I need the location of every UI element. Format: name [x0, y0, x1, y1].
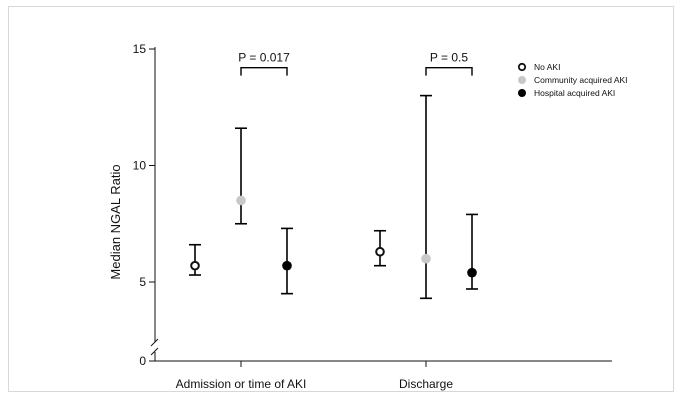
legend-label-0: No AKI [534, 62, 560, 72]
legend-label-2: Hospital acquired AKI [534, 88, 615, 98]
point-1-0 [236, 195, 246, 206]
p-value-label-0: P = 0.017 [238, 51, 290, 65]
y-tick-label-15: 15 [133, 42, 147, 56]
y-tick-label-10: 10 [133, 159, 147, 173]
marks: P = 0.017 P = 0.5 [189, 51, 478, 300]
y-tick-label-5: 5 [139, 275, 146, 289]
y-axis-label: Median NGAL Ratio [108, 164, 123, 279]
legend-marker-0 [517, 62, 527, 72]
x-category-label-0: Admission or time of AKI [176, 377, 307, 391]
legend: No AKI Community acquired AKI Hospital acq… [517, 62, 628, 98]
point-1-1 [421, 253, 431, 264]
x-category-label-1: Discharge [399, 377, 453, 391]
chart-frame [8, 6, 674, 392]
point-0-1 [375, 246, 385, 257]
axes: 0 5 10 15 Admission or time of AKI Discharge [133, 42, 612, 391]
legend-marker-2 [518, 89, 526, 97]
legend-marker-1 [518, 76, 526, 84]
p-bracket-1 [425, 66, 473, 76]
y-tick-label-0: 0 [139, 354, 146, 368]
axis-break-mark-lower [150, 347, 159, 356]
p-bracket-0 [240, 66, 288, 76]
point-2-1 [467, 267, 477, 278]
point-0-0 [190, 260, 200, 271]
axis-break-mark-upper [150, 338, 159, 347]
legend-label-1: Community acquired AKI [534, 75, 628, 85]
point-2-0 [282, 260, 292, 271]
p-value-label-1: P = 0.5 [430, 51, 468, 65]
